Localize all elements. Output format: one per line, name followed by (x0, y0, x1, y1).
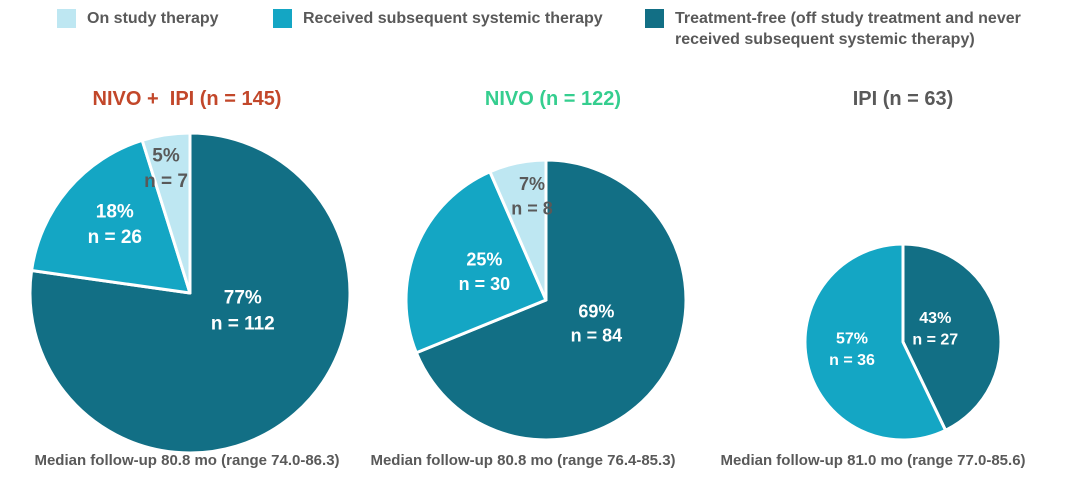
pie-slice-label-subsequent-systemic-therapy: 18% n = 26 (88, 201, 142, 248)
legend-label-subsequent-systemic-therapy: Received subsequent systemic therapy (303, 10, 603, 27)
pie-slice-subsequent-systemic-therapy (30, 138, 192, 295)
pie-chart-ipi: 43% n = 27 57% n = 36 (801, 240, 1005, 444)
pie-slice-label-on-study-therapy: 7% n = 8 (511, 174, 553, 218)
pie-slice-label-treatment-free: 43% n = 27 (912, 310, 958, 349)
footnote-nivo: Median follow-up 80.8 mo (range 76.4-85.… (370, 452, 676, 469)
legend-item-on-study-therapy: On study therapy (57, 8, 219, 29)
pie-slice-label-subsequent-systemic-therapy: 57% n = 36 (829, 330, 875, 369)
pie-slice-label-on-study-therapy: 5% n = 7 (144, 145, 188, 192)
pie-chart-nivo-ipi: 77% n = 112 18% n = 26 5% n = 7 (26, 129, 354, 457)
pie-slice-treatment-free (901, 242, 1003, 432)
pie-slice-on-study-therapy (140, 131, 192, 295)
pie-slice-treatment-free (414, 158, 688, 442)
legend-item-subsequent-systemic-therapy: Received subsequent systemic therapy (273, 8, 603, 29)
legend-label-on-study-therapy: On study therapy (87, 10, 219, 27)
pie-chart-nivo: 69% n = 84 25% n = 30 7% n = 8 (402, 156, 690, 444)
chart-title-ipi: IPI (n = 63) (852, 88, 954, 110)
pie-slice-on-study-therapy (488, 158, 548, 302)
legend-label-treatment-free: Treatment-free (off study treatment and … (675, 10, 1021, 48)
pie-slice-subsequent-systemic-therapy (404, 170, 548, 355)
pie-slice-label-treatment-free: 77% n = 112 (211, 288, 275, 335)
legend-item-treatment-free: Treatment-free (off study treatment and … (645, 8, 1021, 50)
chart-title-nivo: NIVO (n = 122) (484, 88, 622, 110)
chart-title-nivo-ipi: NIVO + IPI (n = 145) (92, 88, 282, 110)
legend-swatch-treatment-free (645, 9, 664, 28)
pie-slice-label-treatment-free: 69% n = 84 (571, 301, 623, 345)
legend-swatch-on-study-therapy (57, 9, 76, 28)
pie-slice-treatment-free (28, 131, 352, 455)
pie-slice-label-subsequent-systemic-therapy: 25% n = 30 (459, 250, 511, 294)
footnote-ipi: Median follow-up 81.0 mo (range 77.0-85.… (720, 452, 1026, 469)
pie-slice-subsequent-systemic-therapy (803, 242, 948, 442)
legend-swatch-subsequent-systemic-therapy (273, 9, 292, 28)
footnote-nivo-ipi: Median follow-up 80.8 mo (range 74.0-86.… (34, 452, 340, 469)
